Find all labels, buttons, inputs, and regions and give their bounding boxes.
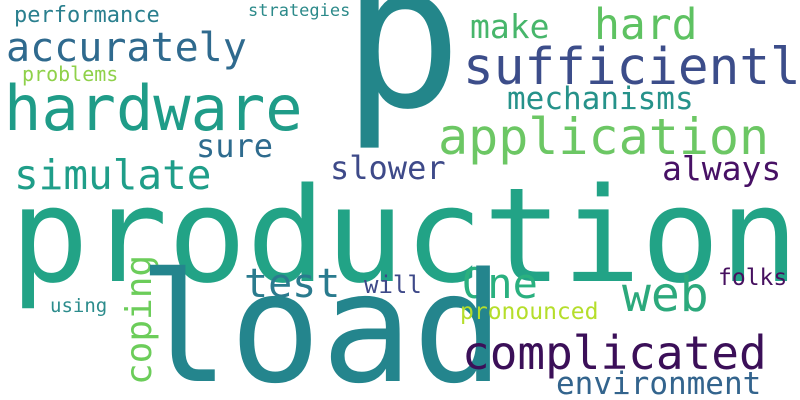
word-web: web	[622, 267, 709, 323]
word-One: One	[462, 259, 538, 308]
word-environment: environment	[556, 366, 762, 400]
word-hard: hard	[594, 0, 698, 50]
word-test: test	[244, 261, 341, 307]
word-will: will	[364, 271, 422, 299]
word-mechanisms: mechanisms	[507, 81, 694, 117]
word-load: load	[138, 240, 505, 400]
word-sure: sure	[196, 127, 274, 165]
word-application: application	[438, 108, 770, 166]
word-using: using	[50, 295, 108, 317]
word-p: p	[342, 0, 463, 154]
word-slower: slower	[330, 149, 446, 187]
word-strategies: strategies	[248, 1, 351, 21]
word-simulate: simulate	[14, 151, 212, 199]
word-production: production	[10, 159, 799, 312]
word-sufficiently: sufficiently	[463, 38, 800, 97]
word-performance: performance	[14, 3, 160, 28]
word-complicated: complicated	[462, 326, 767, 380]
word-folks: folks	[718, 265, 788, 291]
word-always: always	[662, 149, 782, 188]
word-accurately: accurately	[6, 25, 247, 71]
word-make: make	[470, 7, 550, 46]
word-problems: problems	[22, 62, 119, 86]
word-hardware: hardware	[4, 72, 303, 145]
word-pronounced: pronounced	[460, 299, 599, 325]
